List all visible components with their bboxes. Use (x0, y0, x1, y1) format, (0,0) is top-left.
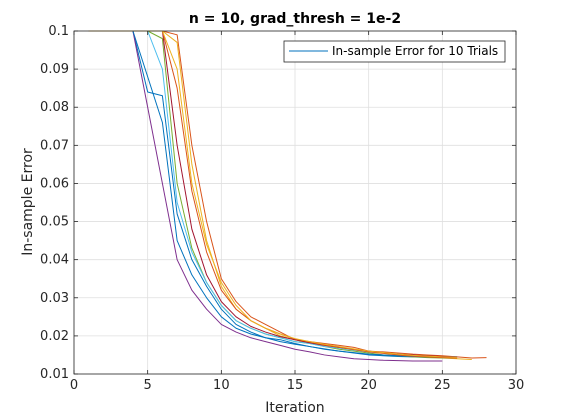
y-tick-label: 0.02 (40, 329, 69, 344)
x-tick-label: 5 (144, 378, 152, 393)
y-tick-label: 0.08 (40, 100, 69, 115)
series-layer (88, 30, 487, 362)
legend: In-sample Error for 10 Trials (283, 40, 506, 63)
y-tick-label: 0.03 (40, 291, 69, 306)
y-tick-label: 0.1 (48, 24, 69, 39)
legend-entry: In-sample Error for 10 Trials (332, 44, 498, 58)
series-line-8 (88, 30, 458, 358)
series-line-4 (88, 30, 443, 362)
y-tick-label: 0.09 (40, 62, 69, 77)
x-tick-label: 30 (508, 378, 525, 393)
y-tick-label: 0.07 (40, 138, 69, 153)
x-tick-label: 20 (360, 378, 377, 393)
y-tick-label: 0.05 (40, 215, 69, 230)
y-tick-label: 0.01 (40, 367, 69, 382)
x-tick-label: 15 (287, 378, 304, 393)
x-axis-label: Iteration (265, 400, 324, 416)
y-tick-label: 0.04 (40, 253, 69, 268)
series-line-1 (88, 30, 458, 358)
y-tick-labels: 0.01 0.02 0.03 0.04 0.05 0.06 0.07 0.08 0.09 0.1 (40, 24, 69, 382)
x-tick-label: 25 (434, 378, 451, 393)
x-tick-label: 10 (213, 378, 230, 393)
y-tick-label: 0.06 (40, 176, 69, 191)
x-tick-labels: 0 5 10 15 20 25 30 (70, 378, 524, 393)
legend-box (283, 40, 506, 63)
y-axis-label: In-sample Error (20, 148, 36, 256)
chart-title: n = 10, grad_thresh = 1e-2 (189, 11, 401, 27)
x-tick-label: 0 (70, 378, 78, 393)
tick-marks (73, 30, 517, 375)
